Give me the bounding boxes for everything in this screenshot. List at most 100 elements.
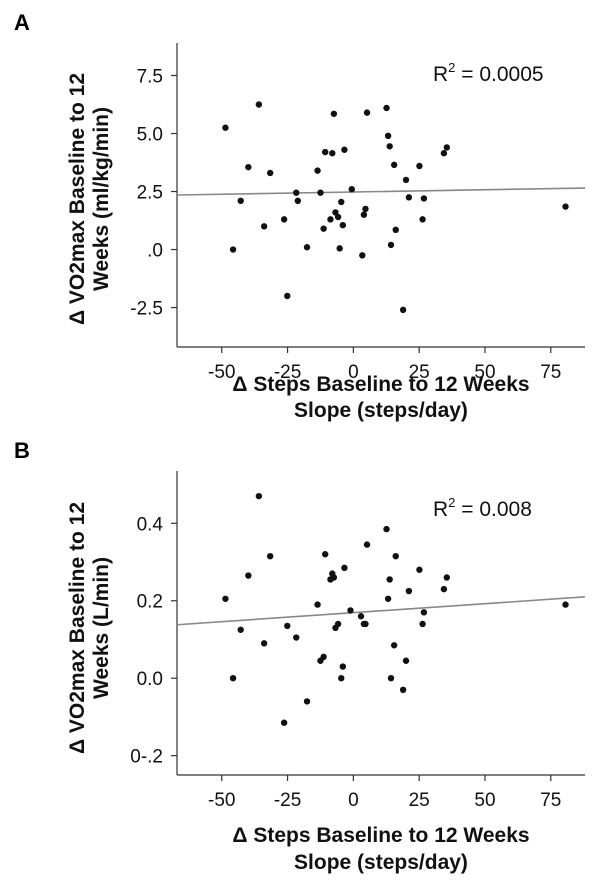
panel-b-data-point — [399, 686, 407, 694]
panel-a-data-point — [363, 109, 371, 116]
panel-b-data-point — [386, 576, 393, 583]
panel-b-x-tick-label: 75 — [540, 790, 561, 811]
panel-a-x-tick-label: -50 — [208, 362, 235, 383]
panel-a-data-point — [384, 132, 392, 140]
panel-a-data-point — [405, 194, 413, 201]
panel-b-data-point — [339, 663, 347, 670]
panel-b-data-point — [562, 601, 569, 608]
panel-a-data-point — [386, 143, 393, 150]
panel-a-data-point — [314, 167, 321, 174]
panel-a-y-axis-label: Δ VO2max Baseline to 12 Weeks (ml/kg/min… — [66, 73, 113, 325]
panel-a-data-point — [332, 209, 339, 216]
panel-b-data-point — [443, 574, 451, 581]
panel-a-x-tick-label: 75 — [540, 362, 561, 383]
panel-a-data-point — [229, 246, 237, 253]
panel-a-data-point — [416, 162, 423, 170]
panel-a-data-point — [320, 225, 327, 232]
panel-a-data-point — [419, 216, 426, 223]
panel-b-data-point — [405, 587, 413, 595]
panel-a-data-point — [330, 110, 338, 117]
panel-a-data-point — [362, 205, 369, 213]
panel-a-x-tick-label: 0 — [348, 362, 359, 383]
panel-b-data-point — [255, 492, 263, 500]
panel-a-data-point — [284, 292, 291, 300]
panel-a-y-tick-label: 7.5 — [137, 66, 163, 87]
panel-b-x-tick-label: 50 — [474, 790, 495, 811]
panel-b-data-point — [338, 674, 345, 682]
panel-a-data-point — [317, 189, 324, 196]
panel-b-data-point — [419, 620, 426, 628]
panel-a-data-point — [387, 241, 395, 249]
panel-b-data-point — [284, 622, 291, 630]
panel-b-y-tick-label: 0-.2 — [130, 747, 163, 768]
panel-b-data-point — [321, 551, 329, 558]
panel-b-data-point — [266, 552, 274, 560]
panel-a-data-point — [399, 306, 407, 314]
panel-a-x-axis-label-line1: Δ Steps Baseline to 12 Weeks — [232, 373, 529, 396]
panel-a-data-point — [255, 101, 263, 108]
panel-b-y-tick-label: 0.2 — [137, 592, 163, 613]
panel-b-x-tick-label: -25 — [274, 790, 301, 811]
panel-a-data-point — [341, 146, 348, 153]
panel-a-data-point — [348, 185, 355, 193]
panel-a-y-axis-label-line1: Δ VO2max Baseline to 12 — [66, 73, 89, 325]
panel-b-data-point — [314, 601, 321, 608]
panel-b-data-point — [420, 609, 428, 616]
panel-b-data-point — [245, 572, 252, 579]
panel-b-data-point — [303, 698, 311, 705]
panel-a-y-axis-label-line2: Weeks (ml/kg/min) — [90, 107, 113, 291]
panel-a-data-point — [562, 203, 569, 210]
panel-b-data-point — [384, 595, 392, 602]
panel-b-y-axis-label-line1: Δ VO2max Baseline to 12 — [66, 502, 89, 754]
panel-b-data-point — [390, 642, 398, 649]
panel-a-data-point — [383, 104, 390, 112]
panel-b-data-point — [416, 566, 423, 573]
panel-b-data-point — [330, 574, 338, 581]
panel-b-data-point — [334, 620, 342, 628]
panel-a-data-point — [390, 161, 398, 169]
panel-a-data-point — [321, 148, 329, 156]
panel-a-r2-superscript: 2 — [448, 60, 455, 75]
panel-b-data-point — [320, 653, 327, 661]
panel-b-plot-area: 0.4 0.2 0.0 0-.2 -50 -25 0 25 50 75 — [130, 471, 586, 811]
panel-b-r2-annotation: R2 = 0.008 — [433, 495, 532, 521]
panel-a-data-point — [334, 213, 342, 221]
panel-a-data-point — [402, 176, 410, 184]
panel-a-data-point — [222, 124, 229, 131]
panel-a: A Δ VO2max Baseline to 12 Weeks (ml/kg/m… — [14, 10, 586, 422]
panel-a-x-axis-label-line2: Slope (steps/day) — [294, 399, 468, 422]
panel-b-x-axis-label-line1: Δ Steps Baseline to 12 Weeks — [232, 824, 529, 847]
panel-a-data-point — [329, 150, 336, 157]
panel-b-x-axis-label-line2: Slope (steps/day) — [294, 851, 468, 874]
panel-b: B Δ VO2max Baseline to 12 Weeks (L/min) … — [14, 438, 586, 874]
panel-a-r2-label: R — [433, 63, 448, 86]
panel-a-data-point — [266, 169, 274, 177]
panel-b-data-point — [392, 552, 399, 560]
panel-a-data-point — [360, 211, 368, 218]
panel-b-data-point — [229, 674, 237, 682]
panel-a-data-point — [339, 221, 347, 229]
panel-a-plot-area: 7.5 5.0 2.5 .0 -2.5 -50 -25 0 25 50 75 — [130, 43, 586, 383]
panel-a-data-point — [443, 144, 451, 151]
panel-b-y-tick-label: 0.4 — [137, 514, 164, 535]
panel-b-x-tick-label: 0 — [348, 790, 359, 811]
panel-b-data-point — [237, 626, 244, 633]
panel-a-y-tick-label: .0 — [147, 241, 163, 262]
panel-b-data-point — [362, 620, 369, 628]
panel-b-r2-superscript: 2 — [448, 495, 455, 510]
panel-a-data-point — [293, 189, 300, 196]
panel-b-letter: B — [14, 438, 30, 463]
panel-b-fit-line — [176, 596, 586, 626]
panel-a-data-point — [440, 150, 448, 157]
panel-a-data-point — [294, 197, 302, 205]
panel-b-data-point — [222, 595, 229, 602]
panel-b-y-axis-label: Δ VO2max Baseline to 12 Weeks (L/min) — [66, 502, 113, 754]
panel-a-data-point — [359, 252, 366, 259]
panel-b-data-point — [363, 541, 371, 548]
panel-b-y-tick-label: 0.0 — [137, 669, 163, 690]
panel-a-data-point — [280, 216, 288, 223]
panel-a-x-tick-label: 25 — [409, 362, 430, 383]
panel-a-r2-value: = 0.0005 — [455, 63, 543, 86]
panel-a-letter: A — [14, 10, 30, 35]
